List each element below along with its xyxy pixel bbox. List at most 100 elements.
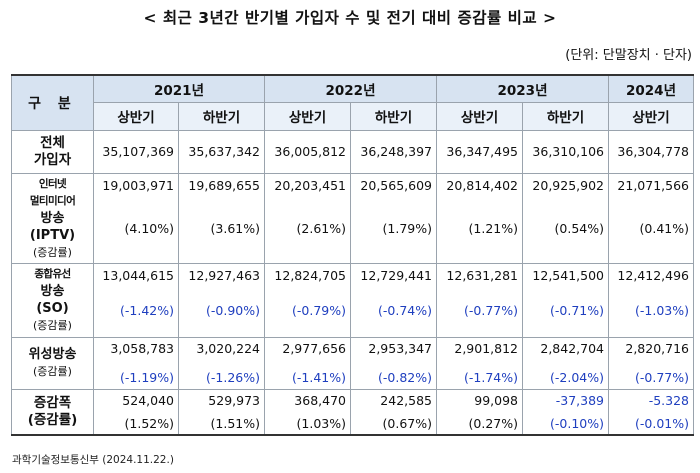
- iptv-value: 20,814,402: [446, 178, 518, 193]
- unit-label: (단위: 단말장치 · 단자): [565, 48, 692, 63]
- so-cell: 12,824,705 (-0.79%): [264, 262, 351, 338]
- row-label-change: 증감폭 (증감률): [11, 388, 94, 436]
- so-value: 12,824,705: [274, 268, 346, 283]
- header-half: 하반기: [178, 101, 265, 131]
- iptv-value: 21,071,566: [617, 178, 689, 193]
- satellite-rate: (-0.82%): [378, 370, 432, 385]
- header-half: 상반기: [436, 101, 523, 131]
- header-year-2024: 2024년: [608, 74, 694, 103]
- satellite-rate: (-1.74%): [464, 370, 518, 385]
- satellite-value: 3,058,783: [110, 341, 174, 356]
- so-cell: 12,412,496 (-1.03%): [608, 262, 694, 338]
- iptv-rate: (1.79%): [382, 221, 432, 236]
- so-value: 13,044,615: [102, 268, 174, 283]
- header-half: 하반기: [350, 101, 437, 131]
- satellite-cell: 2,901,812 (-1.74%): [436, 336, 523, 390]
- iptv-value: 20,925,902: [532, 178, 604, 193]
- header-year-2021: 2021년: [93, 74, 265, 103]
- iptv-rate: (0.41%): [639, 221, 689, 236]
- satellite-cell: 3,020,224 (-1.26%): [178, 336, 265, 390]
- satellite-value: 2,977,656: [282, 341, 346, 356]
- header-gubun: 구 분: [11, 74, 94, 131]
- change-value: 529,973: [208, 392, 260, 408]
- satellite-rate: (-1.26%): [206, 370, 260, 385]
- iptv-cell: 19,689,655 (3.61%): [178, 172, 265, 264]
- table-row-so: 종합유선 방송 (SO) (증감률) 13,044,615 (-1.42%) 1…: [11, 262, 694, 338]
- table-title: < 최근 3년간 반기별 가입자 수 및 전기 대비 증감률 비교 >: [143, 9, 557, 27]
- table-row-change: 증감폭 (증감률) 524,040 (1.52%) 529,973 (1.51%…: [11, 388, 694, 436]
- table-row-iptv: 인터넷 멀티미디어 방송 (IPTV) (증감률) 19,003,971 (4.…: [11, 172, 694, 264]
- so-rate: (-1.42%): [120, 303, 174, 318]
- change-rate: (1.03%): [296, 415, 346, 431]
- header-half: 하반기: [522, 101, 609, 131]
- so-rate: (-0.71%): [550, 303, 604, 318]
- row-label-total: 전체 가입자: [11, 129, 94, 174]
- change-value: 242,585: [380, 392, 432, 408]
- iptv-value: 19,003,971: [102, 178, 174, 193]
- row-label-so: 종합유선 방송 (SO) (증감률): [11, 262, 94, 338]
- change-rate: (-0.01%): [635, 415, 689, 431]
- iptv-value: 20,565,609: [360, 178, 432, 193]
- change-cell: 368,470 (1.03%): [264, 388, 351, 436]
- iptv-value: 20,203,451: [274, 178, 346, 193]
- satellite-rate: (-1.41%): [292, 370, 346, 385]
- so-value: 12,927,463: [188, 268, 260, 283]
- so-cell: 12,927,463 (-0.90%): [178, 262, 265, 338]
- subscriber-table: 구 분 2021년 2022년 2023년 2024년 상반기 하반기 상반기 …: [11, 74, 694, 436]
- total-value: 35,107,369: [93, 129, 179, 174]
- total-value: 36,005,812: [264, 129, 351, 174]
- satellite-rate: (-2.04%): [550, 370, 604, 385]
- iptv-cell: 20,565,609 (1.79%): [350, 172, 437, 264]
- total-value: 36,248,397: [350, 129, 437, 174]
- change-rate: (0.27%): [468, 415, 518, 431]
- change-rate: (-0.10%): [550, 415, 604, 431]
- iptv-rate: (0.54%): [554, 221, 604, 236]
- table-row-satellite: 위성방송 (증감률) 3,058,783 (-1.19%) 3,020,224 …: [11, 336, 694, 390]
- total-value: 36,347,495: [436, 129, 523, 174]
- so-value: 12,541,500: [532, 268, 604, 283]
- so-value: 12,631,281: [446, 268, 518, 283]
- change-value: -5.328: [648, 392, 689, 408]
- satellite-cell: 2,977,656 (-1.41%): [264, 336, 351, 390]
- iptv-cell: 20,814,402 (1.21%): [436, 172, 523, 264]
- header-half: 상반기: [608, 101, 694, 131]
- satellite-cell: 2,953,347 (-0.82%): [350, 336, 437, 390]
- change-value: 99,098: [474, 392, 518, 408]
- satellite-value: 2,842,704: [540, 341, 604, 356]
- so-rate: (-1.03%): [635, 303, 689, 318]
- so-rate: (-0.77%): [464, 303, 518, 318]
- so-cell: 12,631,281 (-0.77%): [436, 262, 523, 338]
- source-note: 과학기술정보통신부 (2024.11.22.): [12, 454, 174, 466]
- so-cell: 12,541,500 (-0.71%): [522, 262, 609, 338]
- change-rate: (1.51%): [210, 415, 260, 431]
- so-cell: 13,044,615 (-1.42%): [93, 262, 179, 338]
- table-row-total: 전체 가입자 35,107,369 35,637,342 36,005,812 …: [11, 129, 694, 174]
- satellite-value: 3,020,224: [196, 341, 260, 356]
- header-half: 상반기: [93, 101, 179, 131]
- satellite-rate: (-0.77%): [635, 370, 689, 385]
- change-cell: 242,585 (0.67%): [350, 388, 437, 436]
- so-rate: (-0.90%): [206, 303, 260, 318]
- satellite-value: 2,901,812: [454, 341, 518, 356]
- change-value: 524,040: [122, 392, 174, 408]
- change-cell: 529,973 (1.51%): [178, 388, 265, 436]
- satellite-cell: 3,058,783 (-1.19%): [93, 336, 179, 390]
- iptv-rate: (3.61%): [210, 221, 260, 236]
- satellite-value: 2,953,347: [368, 341, 432, 356]
- so-value: 12,412,496: [617, 268, 689, 283]
- iptv-value: 19,689,655: [188, 178, 260, 193]
- change-cell: 524,040 (1.52%): [93, 388, 179, 436]
- change-rate: (1.52%): [124, 415, 174, 431]
- row-label-satellite: 위성방송 (증감률): [11, 336, 94, 390]
- change-cell: -37,389 (-0.10%): [522, 388, 609, 436]
- header-year-2023: 2023년: [436, 74, 609, 103]
- iptv-cell: 20,925,902 (0.54%): [522, 172, 609, 264]
- iptv-rate: (4.10%): [124, 221, 174, 236]
- satellite-rate: (-1.19%): [120, 370, 174, 385]
- header-year-2022: 2022년: [264, 74, 437, 103]
- iptv-rate: (1.21%): [468, 221, 518, 236]
- so-cell: 12,729,441 (-0.74%): [350, 262, 437, 338]
- satellite-cell: 2,842,704 (-2.04%): [522, 336, 609, 390]
- change-rate: (0.67%): [382, 415, 432, 431]
- total-value: 35,637,342: [178, 129, 265, 174]
